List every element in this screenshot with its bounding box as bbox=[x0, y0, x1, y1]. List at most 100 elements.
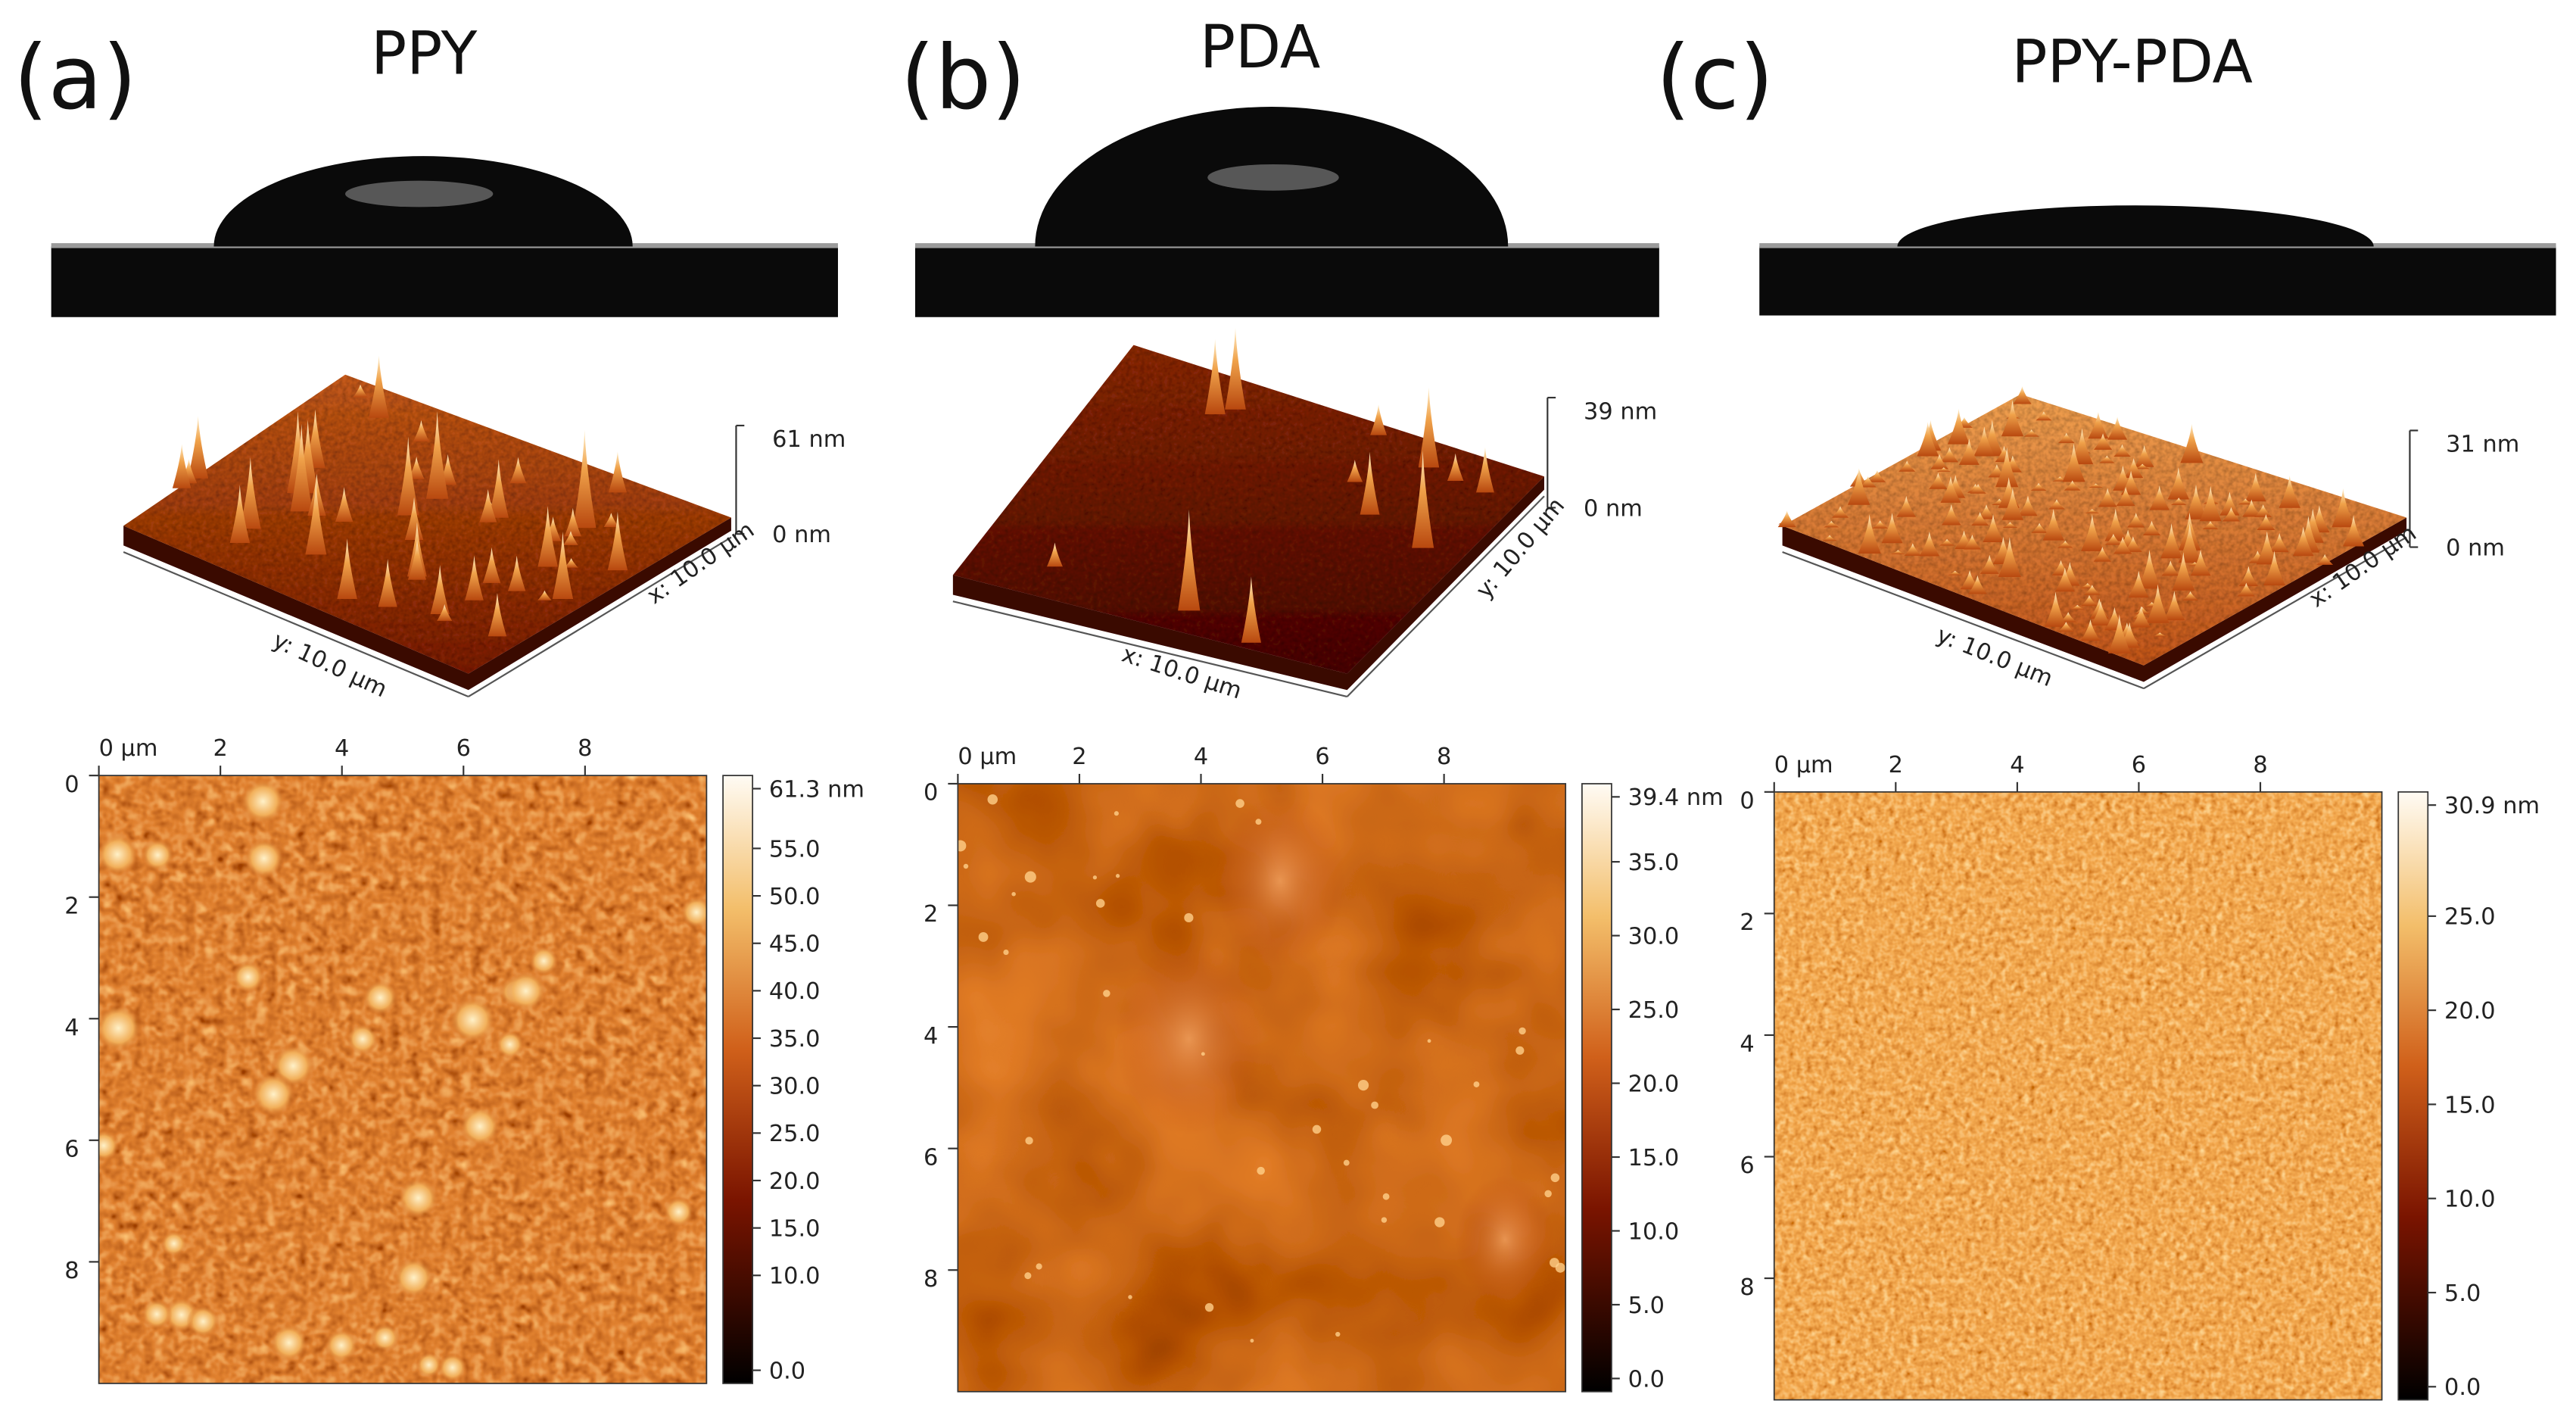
surface-peak bbox=[404, 497, 424, 540]
surface-peak bbox=[1958, 438, 1980, 465]
surface-peak bbox=[1919, 531, 1940, 557]
particle bbox=[1515, 1046, 1525, 1055]
droplet bbox=[1897, 205, 2374, 247]
surface-peak bbox=[2172, 552, 2195, 591]
particle bbox=[663, 1196, 694, 1227]
surface-peak bbox=[290, 423, 313, 512]
surface-peak bbox=[1939, 538, 1955, 546]
particle bbox=[1201, 1052, 1205, 1056]
surface-peak bbox=[305, 481, 327, 555]
surface-peak bbox=[2245, 473, 2266, 502]
surface-peak bbox=[2222, 507, 2241, 522]
surface-peak bbox=[573, 429, 596, 529]
surface-peak bbox=[2128, 570, 2149, 598]
surface-peak bbox=[1360, 451, 1380, 515]
particle bbox=[1335, 1331, 1341, 1337]
colorbar-tick-label: 30.0 bbox=[1628, 923, 1680, 950]
surface-peak bbox=[2031, 522, 2048, 533]
surface-side bbox=[123, 517, 731, 691]
surface-peak bbox=[2091, 601, 2111, 625]
surface-3d bbox=[952, 345, 1544, 674]
surface-peak bbox=[2279, 475, 2300, 508]
surface-peak bbox=[2089, 483, 2103, 488]
surface-peak bbox=[2002, 522, 2018, 529]
surface-peak bbox=[1241, 576, 1262, 643]
surface-3d bbox=[123, 374, 731, 674]
surface-peak bbox=[2131, 606, 2151, 628]
map-frame bbox=[957, 783, 1567, 1393]
particle bbox=[1343, 1159, 1350, 1166]
surface-peak bbox=[2042, 509, 2064, 541]
surface-peak bbox=[2099, 455, 2115, 463]
surface-peak bbox=[2013, 386, 2032, 404]
particle bbox=[1257, 1166, 1265, 1175]
particle bbox=[141, 1298, 173, 1330]
surface-peak bbox=[2263, 551, 2285, 586]
colorbar-tick-label: 5.0 bbox=[2444, 1280, 2481, 1307]
surface-peak bbox=[1858, 514, 1881, 554]
particle bbox=[987, 794, 998, 805]
surface-peak bbox=[1370, 404, 1388, 435]
x-tick-label: 8 bbox=[578, 735, 592, 762]
surface-peak bbox=[2080, 619, 2101, 641]
particle bbox=[251, 1071, 296, 1117]
particle bbox=[1114, 811, 1119, 816]
surface-peak bbox=[2254, 504, 2272, 517]
surface-peak bbox=[188, 416, 209, 479]
particle bbox=[1204, 1302, 1214, 1312]
particle bbox=[141, 838, 175, 872]
particle bbox=[1235, 799, 1244, 808]
y-tick-label: 6 bbox=[64, 1137, 79, 1163]
surface-peak bbox=[2134, 444, 2154, 467]
panel-title: PPY bbox=[371, 20, 477, 89]
surface-peak bbox=[2237, 582, 2255, 597]
panel-label: (b) bbox=[900, 26, 1026, 129]
particle bbox=[370, 1323, 400, 1352]
surface-peak bbox=[229, 485, 250, 543]
surface-peak bbox=[2146, 584, 2170, 623]
surface-peak bbox=[2057, 541, 2073, 548]
glow-region bbox=[1455, 1175, 1555, 1304]
colorbar-tick-label: 15.0 bbox=[2444, 1092, 2496, 1118]
surface-peak bbox=[1777, 510, 1796, 528]
particle bbox=[1103, 990, 1110, 997]
surface-peak bbox=[1824, 520, 1839, 528]
particle bbox=[1544, 1190, 1552, 1198]
surface-peak bbox=[509, 457, 527, 484]
surface-peak bbox=[2081, 513, 2104, 551]
particle bbox=[1312, 1124, 1322, 1134]
surface-peak bbox=[2149, 485, 2170, 510]
surface-peak bbox=[408, 456, 425, 479]
particle bbox=[958, 840, 967, 852]
surface-peak bbox=[2057, 432, 2075, 444]
colorbar-tick-label: 20.0 bbox=[1628, 1071, 1680, 1097]
colorbar-tick-label: 55.0 bbox=[769, 836, 821, 862]
x-tick-label: 6 bbox=[2132, 752, 2146, 778]
surface-peak bbox=[2116, 486, 2135, 507]
surface-peak bbox=[2202, 521, 2219, 529]
surface-peak bbox=[2256, 531, 2279, 565]
colorbar bbox=[2397, 791, 2429, 1401]
surface-peak bbox=[1831, 506, 1849, 518]
particle bbox=[1427, 1039, 1431, 1043]
surface-peak bbox=[397, 436, 419, 516]
surface-side bbox=[1782, 517, 2407, 682]
surface-peak bbox=[1447, 453, 1464, 482]
x-tick-label: 8 bbox=[1437, 744, 1451, 770]
x-tick-label: 2 bbox=[1889, 752, 1903, 778]
droplet-highlight bbox=[1207, 164, 1339, 191]
particle bbox=[393, 1256, 435, 1299]
y-tick-label: 2 bbox=[64, 893, 79, 919]
surface-peak bbox=[1940, 476, 1961, 503]
surface-peak bbox=[2093, 547, 2112, 562]
particle bbox=[1128, 1295, 1132, 1299]
x-tick-label: 0 µm bbox=[958, 744, 1017, 770]
surface-peak bbox=[1970, 484, 1986, 494]
surface-peak bbox=[1904, 543, 1922, 556]
colorbar-tick-label: 20.0 bbox=[2444, 998, 2496, 1025]
surface-peak bbox=[2185, 484, 2207, 519]
particle bbox=[1250, 1339, 1254, 1343]
surface-peak bbox=[487, 593, 507, 637]
surface-peak bbox=[2070, 604, 2085, 610]
